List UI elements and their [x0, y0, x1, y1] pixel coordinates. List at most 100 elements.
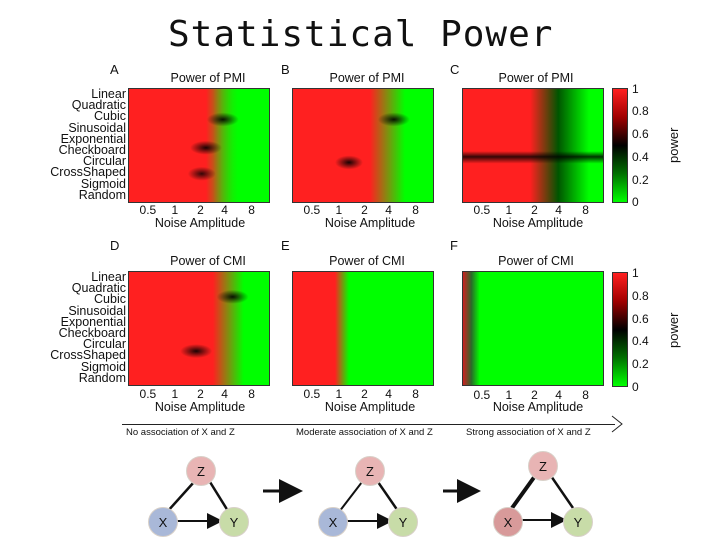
colorbar-tick: 0.8	[632, 104, 649, 118]
edge-z-x	[510, 474, 537, 510]
x-ticks-f: 0.5 1 2 4 8	[462, 388, 604, 402]
x-tick: 8	[248, 203, 255, 217]
heatmap-f	[462, 271, 604, 386]
panel-letter-d: D	[110, 238, 120, 253]
x-tick: 1	[505, 203, 513, 217]
association-axis-line	[122, 424, 615, 425]
x-tick: 0.5	[303, 203, 321, 217]
x-tick: 4	[221, 203, 228, 217]
colorbar-bottom	[612, 272, 628, 387]
row-label: Quadratic	[71, 281, 126, 296]
edge-z-x	[166, 481, 195, 513]
node-z: Z	[355, 456, 385, 486]
row-label: Quadratic	[71, 98, 126, 113]
x-tick: 8	[582, 203, 589, 217]
colorbar-tick: 0.6	[632, 312, 649, 326]
row-label: Random	[78, 187, 126, 202]
association-label-moderate: Moderate association of X and Z	[296, 427, 433, 438]
x-tick: 4	[385, 203, 392, 217]
x-tick: 2	[197, 387, 204, 401]
node-z: Z	[186, 456, 216, 486]
heatmap-b	[292, 88, 434, 203]
x-tick: 0.5	[139, 387, 157, 401]
row-label: Sinusoidal	[68, 120, 126, 135]
row-label: Exponential	[60, 314, 126, 329]
row-labels-bottom: Linear Quadratic Cubic Sinusoidal Expone…	[0, 270, 126, 385]
row-label: Checkboard	[58, 143, 126, 158]
row-label: Cubic	[94, 292, 126, 307]
node-y: Y	[563, 507, 593, 537]
colorbar-tick: 0	[632, 380, 639, 394]
panel-letter-f: F	[450, 238, 458, 253]
x-tick: 0.5	[139, 203, 157, 217]
colorbar-tick: 0.4	[632, 334, 649, 348]
colorbar-tick: 1	[632, 82, 639, 96]
x-tick: 0.5	[473, 388, 491, 402]
heatmap-c	[462, 88, 604, 203]
row-label: Exponential	[60, 131, 126, 146]
colorbar-tick: 0.4	[632, 150, 649, 164]
panel-title-a: Power of PMI	[170, 71, 246, 85]
node-y: Y	[388, 507, 418, 537]
edge-z-x	[338, 481, 363, 513]
colorbar-top	[612, 88, 628, 203]
row-label: Circular	[82, 154, 126, 169]
edge-z-y	[208, 481, 230, 512]
node-y: Y	[219, 507, 249, 537]
slide-title: Statistical Power	[168, 14, 554, 55]
colorbar-tick: 0.6	[632, 127, 649, 141]
row-label: CrossShaped	[50, 348, 126, 363]
colorbar-tick: 0	[632, 195, 639, 209]
row-label: CrossShaped	[50, 165, 126, 180]
panel-letter-b: B	[281, 62, 290, 77]
x-tick: 0.5	[303, 387, 321, 401]
x-tick: 4	[555, 388, 562, 402]
colorbar-tick: 0.2	[632, 357, 649, 371]
x-ticks-e: 0.5 1 2 4 8	[292, 387, 434, 401]
heatmap-d	[128, 271, 270, 386]
row-label: Sinusoidal	[68, 303, 126, 318]
panel-title-f: Power of CMI	[498, 254, 574, 268]
row-label: Cubic	[94, 109, 126, 124]
x-label-e: Noise Amplitude	[324, 400, 416, 414]
x-tick: 8	[412, 203, 419, 217]
panel-letter-a: A	[110, 62, 119, 77]
x-ticks-d: 0.5 1 2 4 8	[128, 387, 270, 401]
node-x: X	[148, 507, 178, 537]
x-tick: 4	[555, 203, 562, 217]
x-tick: 2	[531, 388, 538, 402]
x-tick: 2	[531, 203, 538, 217]
x-label-a: Noise Amplitude	[154, 216, 246, 230]
x-label-c: Noise Amplitude	[492, 216, 584, 230]
x-tick: 2	[361, 387, 368, 401]
heatmap-a	[128, 88, 270, 203]
row-label: Random	[78, 370, 126, 385]
edge-z-y	[549, 475, 575, 509]
panel-letter-c: C	[450, 62, 460, 77]
panel-title-d: Power of CMI	[170, 254, 246, 268]
x-label-d: Noise Amplitude	[154, 400, 246, 414]
x-tick: 1	[171, 387, 179, 401]
edge-z-y	[376, 481, 400, 512]
x-tick: 4	[221, 387, 228, 401]
x-tick: 4	[385, 387, 392, 401]
x-tick: 1	[505, 388, 513, 402]
row-label: Sigmoid	[80, 359, 126, 374]
x-ticks-c: 0.5 1 2 4 8	[462, 203, 604, 217]
x-tick: 2	[361, 203, 368, 217]
x-tick: 1	[335, 203, 343, 217]
panel-title-c: Power of PMI	[498, 71, 574, 85]
x-label-f: Noise Amplitude	[492, 400, 584, 414]
row-label: Linear	[91, 270, 126, 284]
x-tick: 2	[197, 203, 204, 217]
node-x: X	[493, 507, 523, 537]
row-label: Linear	[91, 87, 126, 101]
x-tick: 1	[171, 203, 179, 217]
x-tick: 1	[335, 387, 343, 401]
row-label: Checkboard	[58, 326, 126, 341]
panel-letter-e: E	[281, 238, 290, 253]
x-tick: 0.5	[473, 203, 491, 217]
x-ticks-a: 0.5 1 2 4 8	[128, 203, 270, 217]
row-label: Sigmoid	[80, 176, 126, 191]
